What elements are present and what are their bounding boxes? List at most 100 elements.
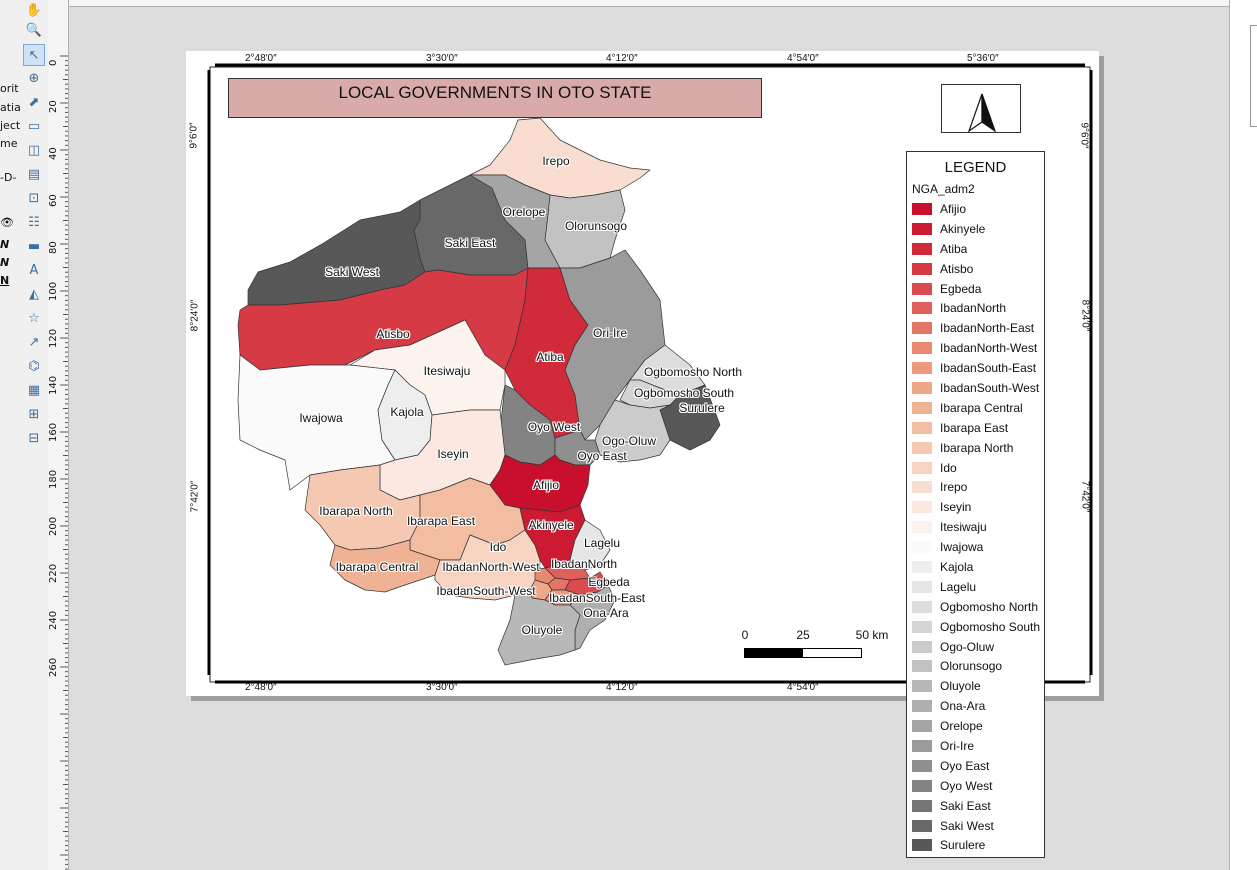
layer-item[interactable]: N — [0, 238, 10, 251]
legend-item: Surulere — [912, 836, 1040, 856]
map-frame[interactable] — [186, 51, 1099, 696]
layers-panel-partial: orit atial ject me -D- 👁 N N N — [0, 0, 21, 870]
legend-item: Saki East — [912, 796, 1040, 816]
legend-item: Ogbomosho North — [912, 597, 1040, 617]
move-content-icon[interactable]: ⊕ — [28, 70, 40, 86]
legend-layer-name: NGA_adm2 — [912, 182, 975, 196]
legend-swatch — [912, 362, 932, 375]
legend-swatch — [912, 242, 932, 255]
legend-item: IbadanNorth — [912, 298, 1040, 318]
map-label-ibarapa-east: Ibarapa East — [406, 514, 476, 528]
add-marker-icon[interactable]: ☆ — [28, 310, 40, 326]
ruler-label: 60 — [48, 194, 59, 207]
map-label-akinyele: Akinyele — [528, 518, 574, 532]
legend-swatch — [912, 401, 932, 414]
legend-item-label: Afijio — [940, 201, 967, 216]
map-label-irepo: Irepo — [542, 154, 570, 168]
legend-item-label: Akinyele — [940, 221, 986, 236]
panel-text-fragment: atial — [0, 101, 21, 114]
grid-label-bottom: 4°12′0″ — [606, 682, 638, 693]
map-title-box[interactable]: LOCAL GOVERNMENTS IN OTO STATE — [228, 78, 762, 118]
legend-item-label: IbadanNorth-West — [940, 341, 1038, 356]
grid-label-top: 4°12′0″ — [606, 53, 638, 64]
legend-swatch — [912, 620, 932, 633]
scalebar-segment — [745, 649, 803, 657]
legend-item: Ibarapa Central — [912, 398, 1040, 418]
legend-item: Lagelu — [912, 577, 1040, 597]
map-label-ogbomosho-north: Ogbomosho North — [643, 365, 743, 379]
legend-item-label: Saki East — [940, 798, 991, 813]
add-text-icon[interactable]: A — [29, 262, 39, 278]
north-arrow-box[interactable] — [941, 84, 1021, 133]
add-picture-icon[interactable]: ▤ — [27, 166, 41, 182]
map-label-ibadansouth-east: IbadanSouth-East — [548, 591, 646, 605]
grid-label-left: 7°42′0″ — [189, 480, 201, 513]
legend-item-label: Iwajowa — [940, 540, 984, 555]
legend-swatch — [912, 302, 932, 315]
legend-item: Ibarapa North — [912, 438, 1040, 458]
map-label-afijio: Afijio — [532, 478, 560, 492]
add-attribute-table-icon[interactable]: ⊞ — [28, 406, 40, 422]
legend-item-label: Ibarapa North — [940, 440, 1014, 455]
ruler-label: 0 — [48, 59, 59, 66]
panel-text-fragment: orit — [0, 82, 19, 95]
ruler-label: 100 — [48, 281, 59, 301]
legend-item-label: Ori-Ire — [940, 738, 974, 753]
map-label-ori-ire: Ori-Ire — [593, 326, 627, 340]
add-label-icon[interactable]: ⊡ — [28, 190, 40, 206]
layer-item[interactable]: N — [0, 274, 10, 287]
legend-item: Ido — [912, 458, 1040, 478]
add-3d-map-icon[interactable]: ◫ — [27, 142, 41, 158]
legend-item: IbadanSouth-West — [912, 378, 1040, 398]
add-legend-icon[interactable]: ☷ — [28, 214, 40, 230]
legend-swatch — [912, 739, 932, 752]
map-label-iseyin: Iseyin — [437, 447, 469, 461]
pan-icon[interactable]: ✋ — [25, 2, 43, 18]
legend-title: LEGEND — [944, 159, 1007, 176]
legend-item: Olorunsogo — [912, 656, 1040, 676]
ruler-label: 220 — [48, 563, 59, 583]
grid-label-right: 8°24′0″ — [1079, 299, 1091, 332]
panel-text-fragment: ject — [0, 119, 21, 132]
legend-item: Iwajowa — [912, 537, 1040, 557]
add-shape-icon[interactable]: ◭ — [29, 286, 39, 302]
legend-item-label: Atiba — [940, 241, 968, 256]
map-label-itesiwaju: Itesiwaju — [423, 364, 471, 378]
zoom-icon[interactable]: 🔍 — [25, 22, 43, 38]
legend-item: IbadanSouth-East — [912, 358, 1040, 378]
legend-item: Atisbo — [912, 259, 1040, 279]
scalebar-label: 25 — [796, 628, 810, 642]
add-html-icon[interactable]: ▦ — [27, 382, 41, 398]
add-node-item-icon[interactable]: ⌬ — [28, 358, 40, 374]
legend-item-label: Iseyin — [940, 500, 972, 515]
scalebar[interactable] — [744, 648, 862, 658]
map-label-atiba: Atiba — [536, 350, 564, 364]
add-map-icon[interactable]: ▭ — [27, 118, 41, 134]
map-label-ibadannorth: IbadanNorth — [550, 557, 618, 571]
grid-label-right: 9°6′0″ — [1078, 122, 1090, 149]
legend-swatch — [912, 202, 932, 215]
legend-item: Ogo-Oluw — [912, 637, 1040, 657]
add-fixed-table-icon[interactable]: ⊟ — [28, 430, 40, 446]
legend-items: Afijio Akinyele Atiba Atisbo Egbeda IbadanNor… — [912, 199, 1040, 855]
legend-swatch — [912, 322, 932, 335]
layout-toolbar: ✋ 🔍 ↖ ⊕ ⬈ ▭ ◫ ▤ ⊡ ☷ ▬ A ◭ ☆ ↗ ⌬ ▦ ⊞ ⊟ — [20, 0, 49, 870]
layer-item[interactable]: N — [0, 256, 10, 269]
add-scalebar-icon[interactable]: ▬ — [27, 238, 41, 254]
legend-item: IbadanNorth-West — [912, 338, 1040, 358]
legend-item-label: Itesiwaju — [940, 520, 987, 535]
legend-item-label: Ona-Ara — [940, 699, 986, 714]
add-arrow-icon[interactable]: ↗ — [28, 334, 40, 350]
map-label-atisbo: Atisbo — [376, 327, 410, 341]
grid-label-left: 8°24′0″ — [189, 299, 201, 332]
legend-item: Ori-Ire — [912, 736, 1040, 756]
eye-icon[interactable]: 👁 — [0, 216, 14, 229]
legend-swatch — [912, 640, 932, 653]
legend-item-label: Oyo East — [940, 758, 990, 773]
legend-box[interactable]: LEGEND NGA_adm2 Afijio Akinyele Atiba Atisb… — [906, 151, 1045, 858]
legend-swatch — [912, 282, 932, 295]
select-icon[interactable]: ↖ — [23, 44, 45, 66]
edit-nodes-icon[interactable]: ⬈ — [28, 94, 40, 110]
legend-item-label: IbadanSouth-West — [940, 380, 1040, 395]
vertical-ruler: 0 20 40 60 80 100 120 140 160 180 200 220 240 260 — [48, 0, 69, 870]
